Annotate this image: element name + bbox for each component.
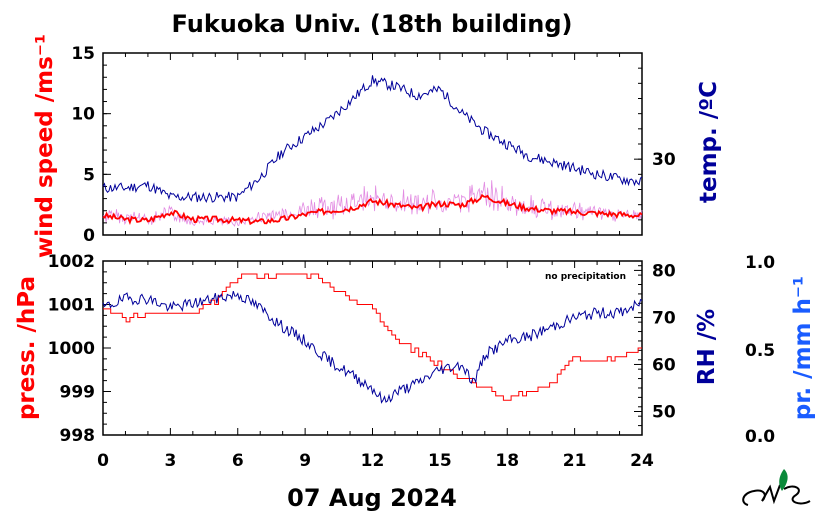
- bottom-right-tick-label: 50: [652, 402, 676, 422]
- pressure-axis-title: press. /hPa: [14, 276, 40, 420]
- bottom-left-tick-label: 1000: [48, 339, 95, 359]
- precip-tick-label: 1.0: [745, 253, 775, 273]
- x-tick-label: 0: [97, 451, 109, 471]
- temperature-series: [102, 75, 643, 203]
- no-precipitation-note: no precipitation: [545, 272, 626, 282]
- bottom-left-tick-label: 999: [60, 383, 96, 403]
- top-panel: 0 5 10 15 30: [71, 44, 676, 246]
- top-right-tick-label: 30: [652, 150, 676, 170]
- x-tick-label: 15: [428, 451, 452, 471]
- bottom-panel: 998 999 1000 1001 1002 50 60 70 80 0 3 6 9 12 15 18 21 24…: [48, 252, 776, 471]
- precip-tick-label: 0.0: [745, 427, 775, 447]
- top-left-tick-label: 5: [83, 165, 95, 185]
- bottom-plot-frame: [102, 260, 643, 436]
- x-tick-label: 6: [232, 451, 244, 471]
- x-tick-label: 3: [164, 451, 176, 471]
- wind-speed-raw-series: [102, 180, 643, 227]
- temperature-axis-title: temp. /ºC: [696, 81, 722, 203]
- x-tick-label: 9: [299, 451, 311, 471]
- top-left-tick-label: 15: [71, 44, 95, 64]
- precip-tick-label: 0.5: [745, 341, 775, 361]
- humidity-axis-title: RH /%: [694, 309, 720, 385]
- humidity-series: [102, 290, 643, 404]
- x-tick-label: 21: [563, 451, 587, 471]
- x-tick-label: 24: [630, 451, 654, 471]
- logo-icon: [742, 469, 811, 506]
- bottom-right-tick-label: 60: [652, 355, 676, 375]
- x-tick-label: 12: [361, 451, 385, 471]
- precipitation-axis-title: pr. /mm h⁻¹: [790, 276, 816, 420]
- bottom-right-tick-label: 70: [652, 308, 676, 328]
- bottom-right-tick-label: 80: [652, 261, 676, 281]
- wind-speed-mean-series: [102, 193, 643, 226]
- pressure-series: [103, 273, 642, 401]
- bottom-left-tick-label: 998: [60, 426, 96, 446]
- top-left-tick-label: 10: [71, 105, 95, 125]
- wind-speed-axis-title: wind speed /ms⁻¹: [32, 34, 58, 258]
- bottom-left-tick-label: 1001: [48, 296, 95, 316]
- x-tick-label: 18: [495, 451, 519, 471]
- bottom-left-tick-label: 1002: [48, 252, 95, 272]
- chart-title: Fukuoka Univ. (18th building): [172, 10, 573, 38]
- top-left-tick-label: 0: [83, 226, 95, 246]
- date-label: 07 Aug 2024: [287, 484, 457, 512]
